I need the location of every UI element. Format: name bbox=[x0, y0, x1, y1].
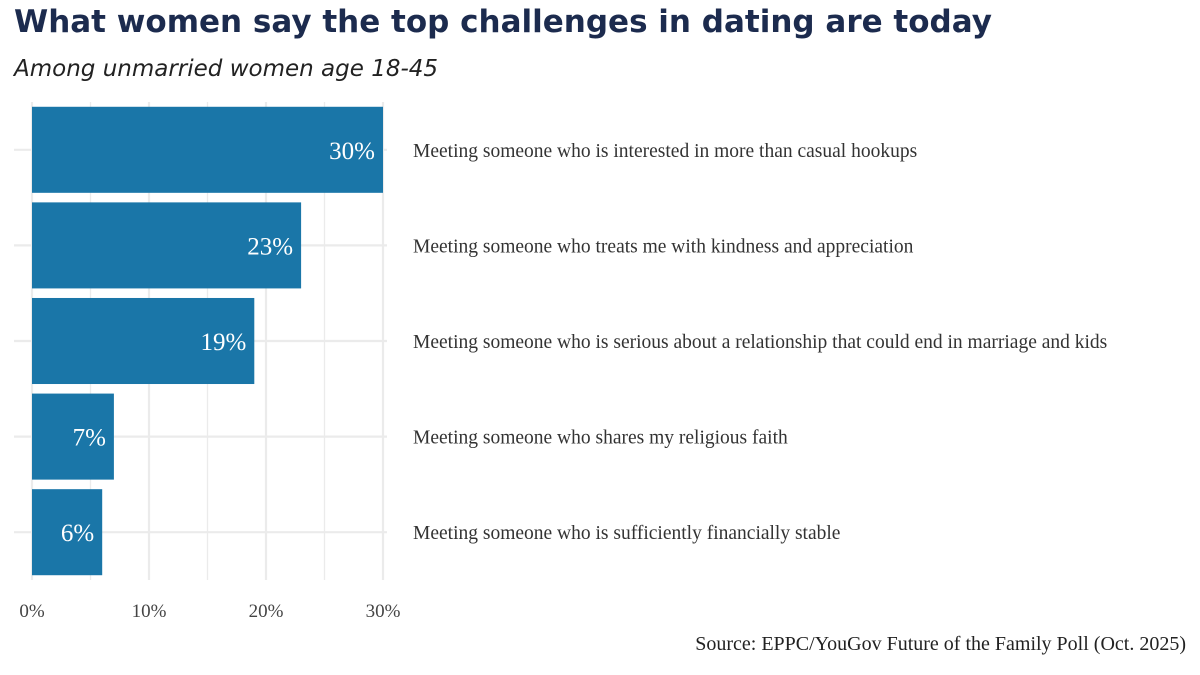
x-tick-label: 30% bbox=[366, 601, 401, 622]
bar bbox=[32, 106, 383, 193]
bar bbox=[32, 202, 302, 289]
chart-subtitle: Among unmarried women age 18-45 bbox=[14, 56, 439, 82]
x-tick-label: 10% bbox=[132, 601, 167, 622]
category-label: Meeting someone who is sufficiently fina… bbox=[413, 523, 840, 544]
x-tick-label: 20% bbox=[249, 601, 284, 622]
bar-value-label: 7% bbox=[73, 425, 106, 452]
bar bbox=[32, 297, 255, 385]
chart-title: What women say the top challenges in dat… bbox=[14, 4, 992, 40]
source-note: Source: EPPC/YouGov Future of the Family… bbox=[695, 633, 1186, 655]
bar-value-label: 23% bbox=[247, 233, 293, 260]
category-label: Meeting someone who is serious about a r… bbox=[413, 332, 1107, 353]
category-label: Meeting someone who shares my religious … bbox=[413, 428, 788, 449]
category-label: Meeting someone who is interested in mor… bbox=[413, 141, 917, 162]
x-tick-label: 0% bbox=[19, 601, 45, 622]
bar-value-label: 19% bbox=[200, 329, 246, 356]
bar bbox=[32, 489, 103, 576]
bar bbox=[32, 393, 114, 480]
bar-value-label: 30% bbox=[329, 138, 375, 165]
bar-value-label: 6% bbox=[61, 520, 94, 547]
category-label: Meeting someone who treats me with kindn… bbox=[413, 236, 914, 257]
